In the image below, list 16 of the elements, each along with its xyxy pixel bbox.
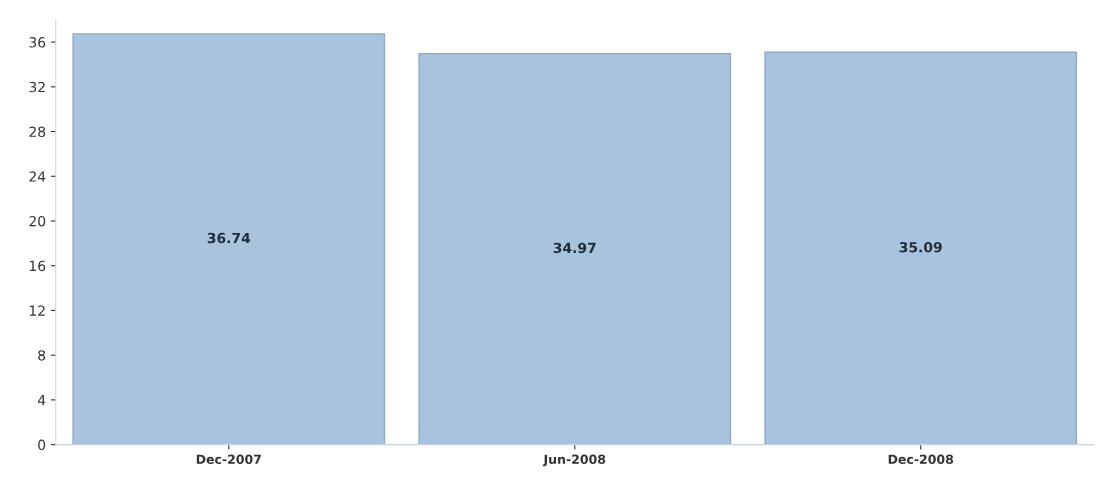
data-label: 36.74 [207, 232, 251, 244]
y-tick-label: 36 [29, 37, 46, 48]
y-tick-label: 16 [29, 260, 46, 272]
y-tick-label: 24 [29, 171, 46, 182]
y-tick-label: 28 [29, 126, 46, 138]
data-label: 35.09 [899, 241, 942, 253]
data-label: 34.97 [553, 242, 596, 254]
y-tick-label: 12 [29, 305, 45, 316]
y-tick-label: 32 [29, 81, 45, 93]
y-tick-label: 0 [38, 439, 46, 451]
x-tick-label: Dec-2007 [196, 454, 261, 464]
y-tick-label: 20 [29, 215, 46, 227]
x-tick-label: Dec-2008 [888, 454, 954, 464]
y-tick-label: 8 [38, 350, 46, 361]
y-tick-label: 4 [37, 395, 46, 406]
x-tick-label: Jun-2008 [542, 454, 606, 467]
